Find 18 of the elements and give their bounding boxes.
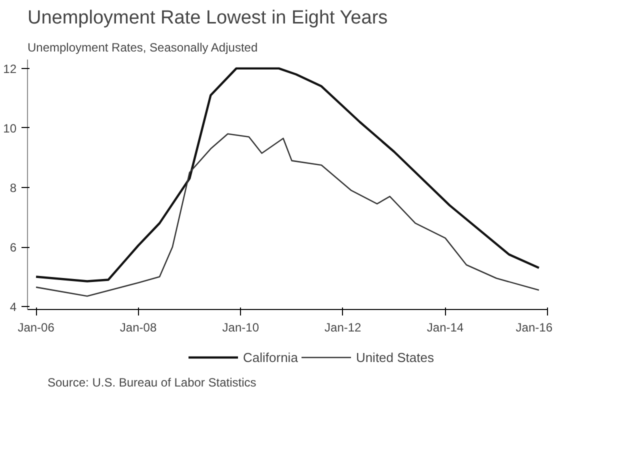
source-note: Source: U.S. Bureau of Labor Statistics [48, 376, 256, 390]
y-tick-label: 6 [10, 240, 17, 254]
legend-label: California [243, 350, 298, 364]
x-tick-label: Jan-10 [222, 320, 260, 334]
y-tick-label: 8 [10, 180, 17, 195]
line-series [34, 67, 540, 282]
x-tick-label: Jan-12 [324, 320, 362, 334]
x-tick-label: Jan-08 [120, 320, 157, 334]
chart-subtitle: Unemployment Rates, Seasonally Adjusted [28, 40, 258, 54]
legend-label: United States [356, 350, 434, 364]
y-tick-label: 12 [3, 62, 17, 76]
line-series [35, 133, 540, 297]
x-tick-label: Jan-14 [426, 320, 464, 334]
x-tick-label: Jan-06 [18, 320, 55, 334]
y-tick-label: 10 [3, 121, 17, 136]
chart-title: Unemployment Rate Lowest in Eight Years [28, 8, 388, 28]
x-tick-label: Jan-16 [516, 320, 553, 334]
y-tick-label: 4 [10, 300, 17, 314]
